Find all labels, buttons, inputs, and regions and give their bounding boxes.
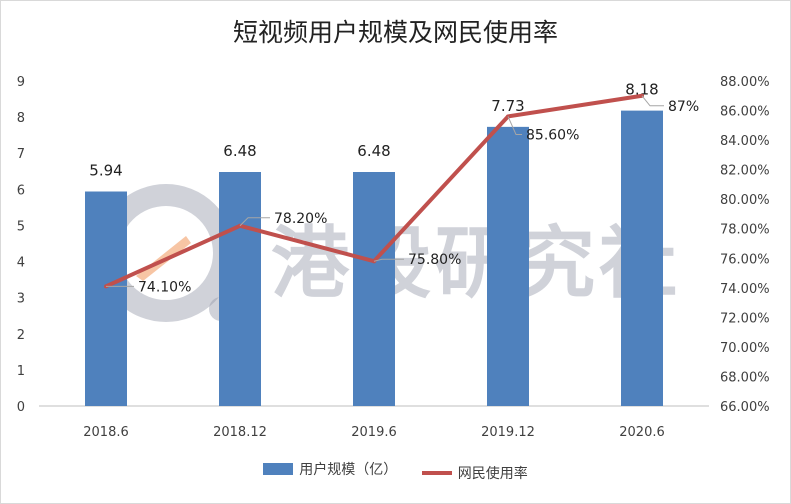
bar — [487, 126, 529, 406]
line-data-label: 85.60% — [526, 127, 579, 143]
y-left-tick-label: 8 — [17, 111, 25, 126]
y-left-tick-label: 5 — [17, 219, 25, 234]
y-left-tick-label: 4 — [17, 256, 25, 271]
legend: 用户规模（亿） 网民使用率 — [1, 459, 790, 483]
line-data-label: 75.80% — [408, 252, 461, 268]
bar — [85, 191, 127, 406]
y-right-tick-label: 74.00% — [720, 282, 770, 297]
y-left-tick-label: 7 — [17, 147, 25, 162]
y-right-tick-label: 68.00% — [720, 370, 770, 385]
y-left-tick-label: 3 — [17, 292, 25, 307]
bar-data-label: 7.73 — [491, 97, 524, 115]
x-tick-label: 2020.6 — [619, 425, 665, 440]
bar-data-label: 6.48 — [223, 142, 256, 160]
y-left-tick-label: 9 — [17, 75, 25, 90]
legend-item-line: 网民使用率 — [421, 463, 528, 483]
bar — [353, 172, 395, 406]
chart-title: 短视频用户规模及网民使用率 — [232, 18, 558, 47]
line-data-label: 78.20% — [274, 211, 327, 227]
y-right-tick-label: 82.00% — [720, 164, 770, 179]
y-right-tick-label: 66.00% — [720, 400, 770, 415]
x-tick-label: 2018.12 — [213, 425, 267, 440]
legend-label-line: 网民使用率 — [457, 466, 528, 482]
y-right-tick-label: 70.00% — [720, 341, 770, 356]
leader-line — [641, 95, 664, 107]
y-right-tick-label: 72.00% — [720, 311, 770, 326]
x-tick-label: 2019.6 — [351, 425, 397, 440]
line-data-label: 87% — [668, 99, 699, 115]
y-right-tick-label: 84.00% — [720, 134, 770, 149]
legend-swatch-bar — [263, 463, 294, 475]
leader-line — [507, 116, 522, 135]
bar-data-label: 5.94 — [89, 162, 122, 180]
bar — [219, 172, 261, 406]
leader-line — [239, 217, 270, 227]
bar — [621, 110, 663, 406]
y-left-tick-label: 0 — [17, 400, 25, 415]
line-data-label: 74.10% — [138, 279, 191, 295]
x-tick-label: 2019.12 — [481, 425, 535, 440]
y-left-tick-label: 6 — [17, 183, 25, 198]
y-right-tick-label: 76.00% — [720, 252, 770, 267]
y-right-tick-label: 78.00% — [720, 223, 770, 238]
bar-data-label: 6.48 — [357, 142, 390, 160]
y-left-tick-label: 1 — [17, 364, 25, 379]
x-tick-label: 2018.6 — [83, 425, 129, 440]
leader-line — [373, 258, 404, 262]
y-right-tick-label: 86.00% — [720, 105, 770, 120]
y-left-tick-label: 2 — [17, 328, 25, 343]
legend-item-bar: 用户规模（亿） — [263, 459, 397, 479]
legend-swatch-line — [421, 471, 452, 475]
y-right-tick-label: 80.00% — [720, 193, 770, 208]
bar-data-label: 8.18 — [625, 81, 658, 99]
legend-label-bar: 用户规模（亿） — [299, 462, 398, 478]
y-right-tick-label: 88.00% — [720, 75, 770, 90]
